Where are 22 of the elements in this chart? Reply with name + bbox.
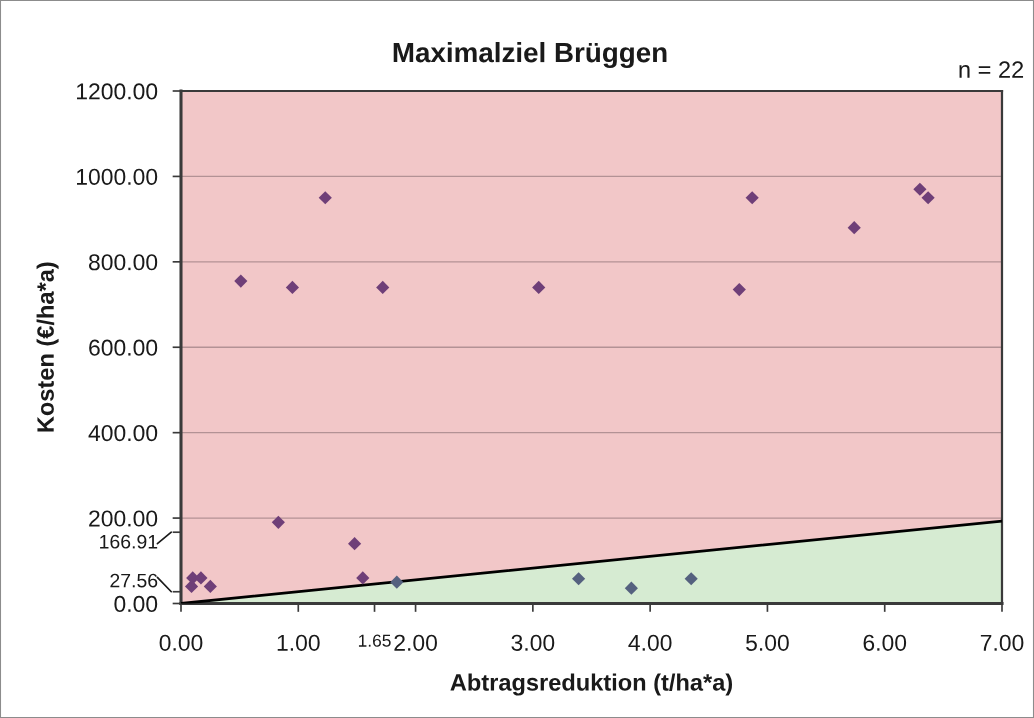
y-tick-label: 27.56: [110, 573, 158, 588]
x-tick-label: 2.00: [394, 634, 437, 651]
y-tick-label: 600.00: [89, 339, 158, 356]
x-tick-label: 7.00: [980, 634, 1024, 651]
y-tick-label: 0.00: [114, 595, 158, 613]
y-tick-label: 1200.00: [77, 83, 158, 100]
y-tick-label: 1000.00: [77, 168, 158, 185]
x-tick-label: 4.00: [628, 634, 672, 651]
x-tick-label: 0.00: [159, 634, 203, 651]
y-axis-title: Kosten (€/ha*a): [36, 262, 59, 432]
x-tick-label: 1.00: [277, 634, 320, 651]
y-tick-label: 800.00: [88, 254, 158, 271]
text: n = 22: [959, 61, 1024, 78]
y-tick-label: 200.00: [89, 510, 158, 527]
x-tick-label: 5.00: [746, 634, 789, 651]
y-tick-label: 166.91: [100, 534, 158, 549]
x-tick-label: 1.65: [358, 634, 391, 647]
x-axis-title: Abtragsreduktion (t/ha*a): [450, 673, 733, 696]
chart-title: Maximalziel Brüggen: [393, 41, 667, 69]
x-tick-label: 3.00: [511, 634, 555, 651]
x-tick-label: 6.00: [863, 634, 907, 651]
y-tick-label: 400.00: [88, 424, 158, 442]
